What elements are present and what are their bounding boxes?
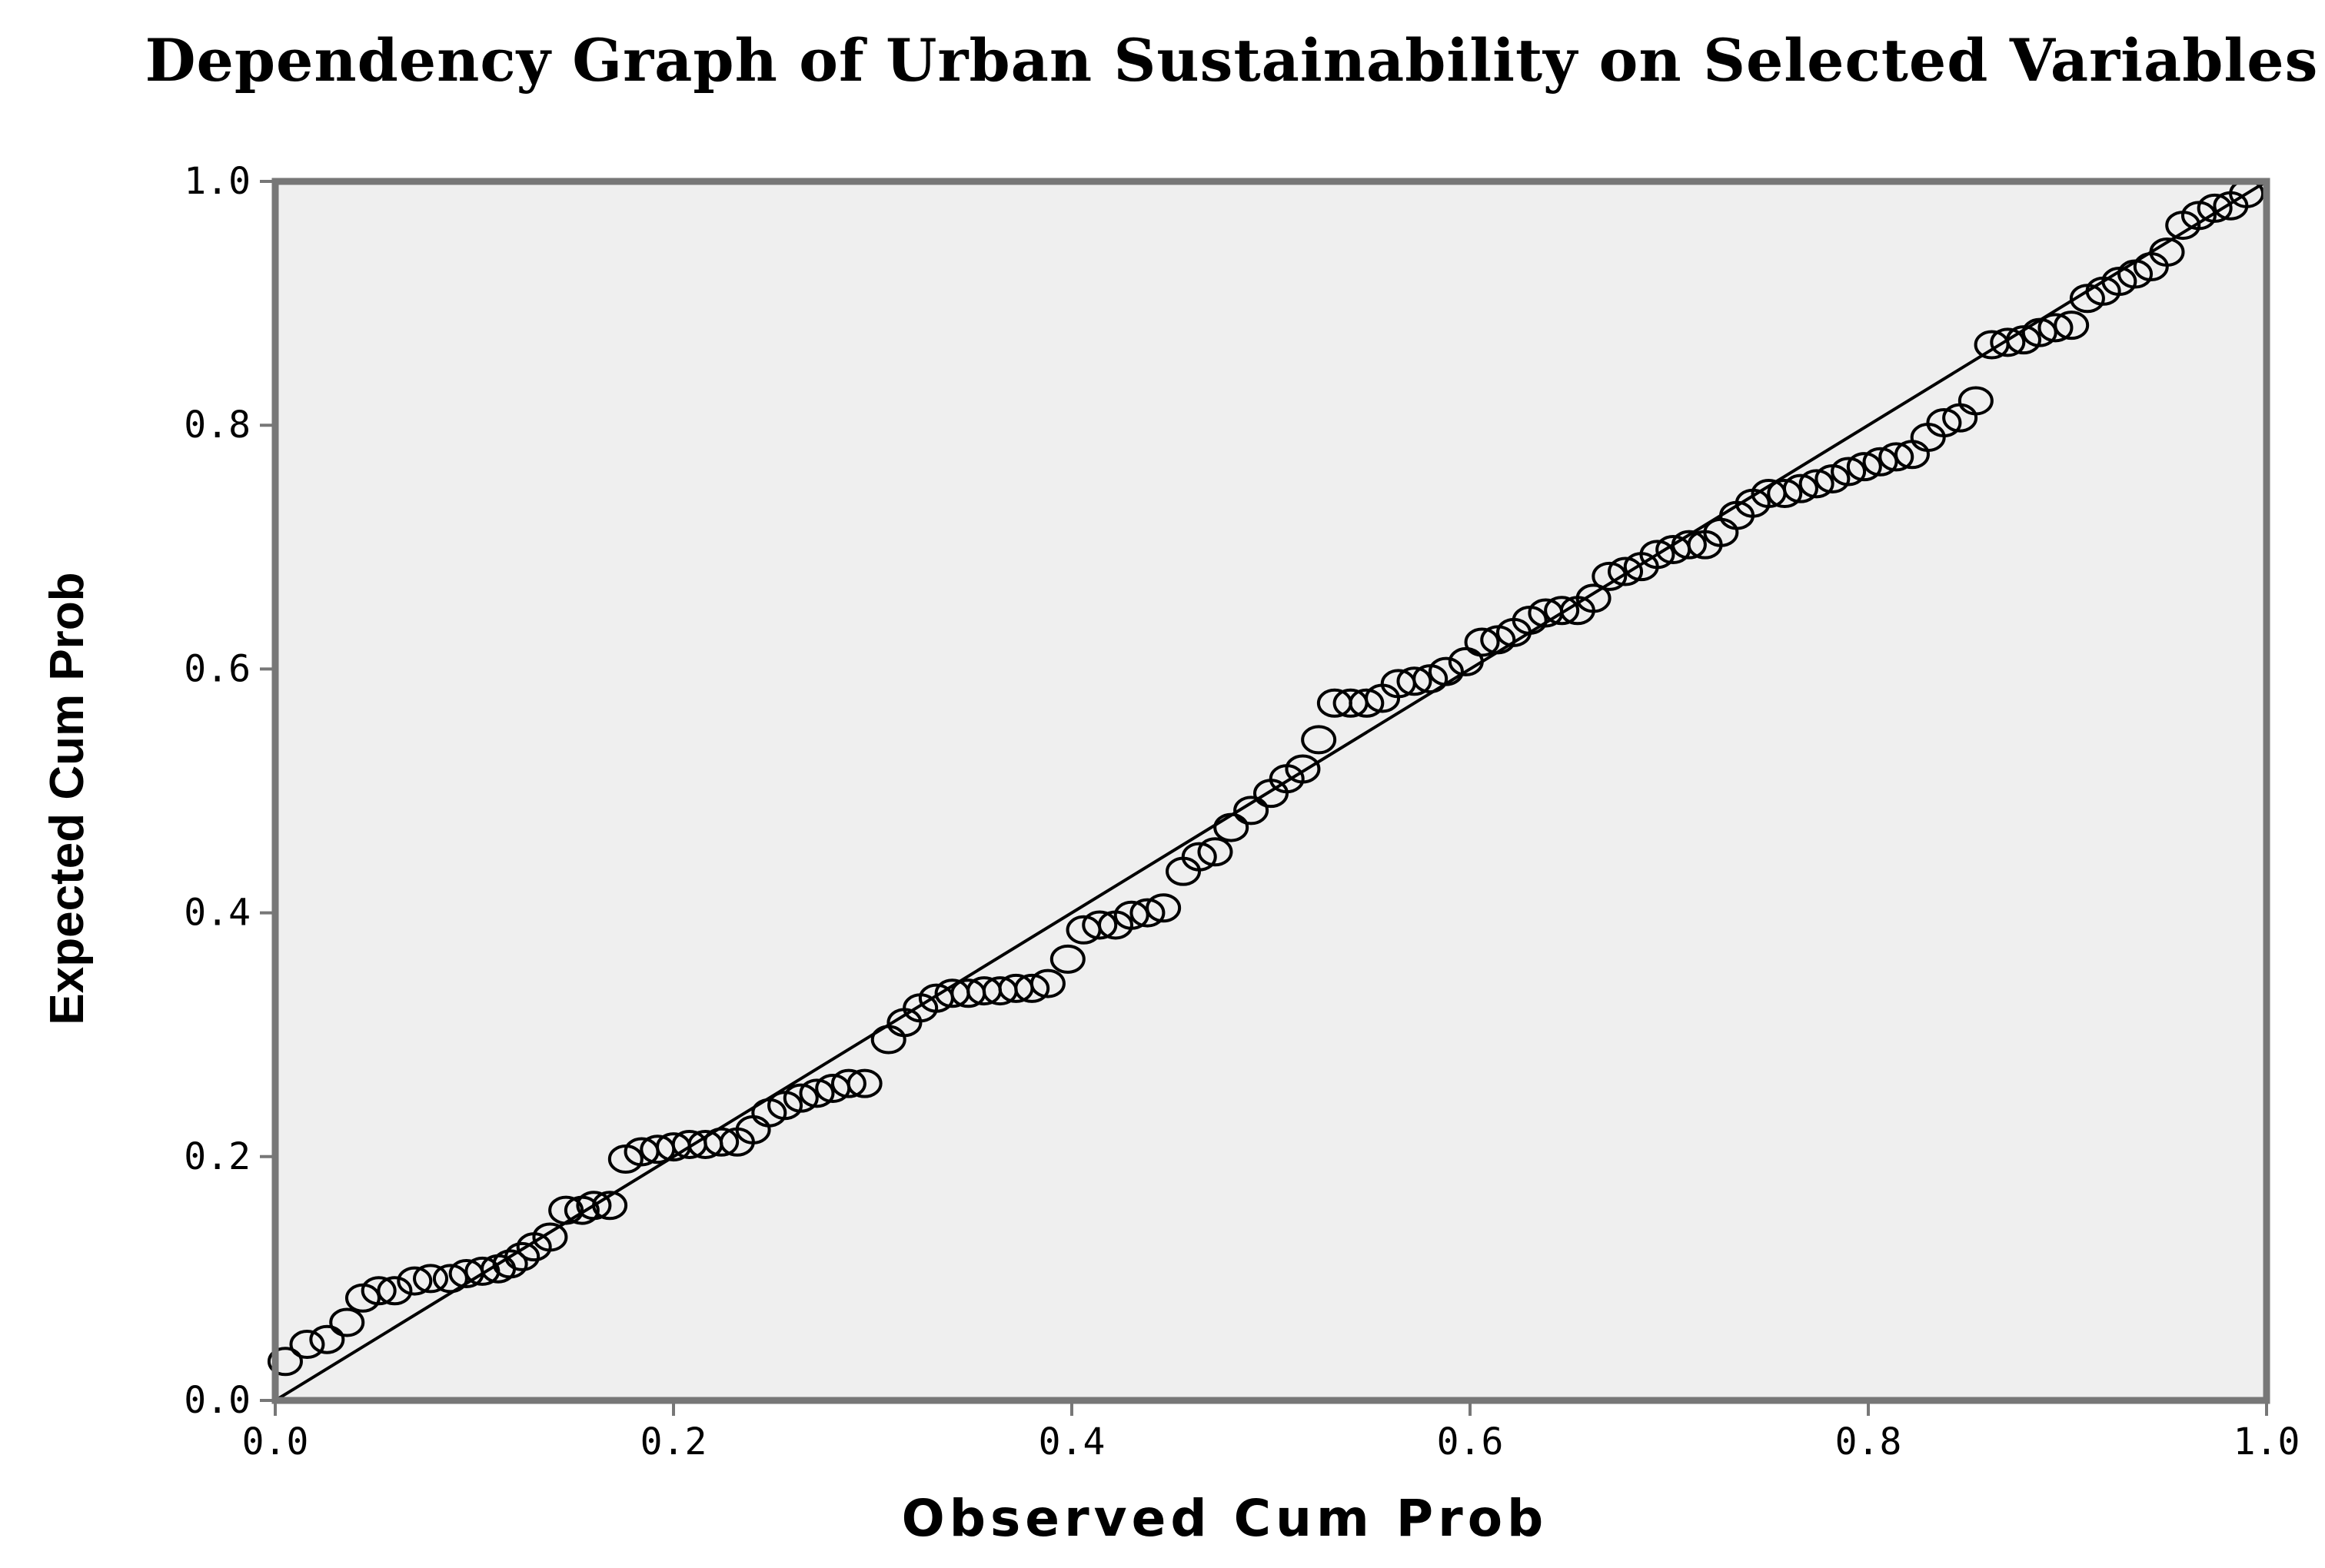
y-tick-label: 0.8 [184,404,251,447]
x-tick-label: 0.2 [640,1420,707,1463]
x-tick-label: 0.8 [1835,1420,1902,1463]
data-point [1926,408,1962,438]
data-point [309,1324,345,1354]
data-point [799,1078,835,1108]
data-point [1146,893,1182,923]
data-point [1782,473,1818,503]
data-point [267,1347,303,1377]
data-point [1831,457,1867,487]
data-point [1014,973,1050,1003]
data-point [492,1249,528,1279]
data-point [397,1266,433,1296]
y-axis-title: Expected Cum Prob [41,572,94,1025]
data-point [1575,583,1612,613]
data-point [361,1276,397,1306]
x-tick-label: 0.4 [1039,1420,1106,1463]
data-point [1767,479,1803,509]
x-tick-label: 0.6 [1437,1420,1504,1463]
y-tick-label: 0.2 [184,1135,251,1178]
data-point [2037,313,2074,343]
x-tick-label: 0.0 [242,1420,309,1463]
y-tick-label: 0.6 [184,647,251,690]
data-point [1082,910,1118,940]
data-point [413,1264,449,1294]
data-point [1544,596,1580,626]
data-point [2054,311,2090,341]
data-point [532,1222,568,1252]
data-point [830,1068,866,1098]
data-point [1862,447,1898,477]
data-point [2197,193,2233,223]
data-point [1878,442,1914,472]
data-point [847,1068,883,1098]
data-point [1301,725,1337,755]
data-point [1349,688,1385,718]
data-point [1197,837,1233,867]
data-point [576,1191,612,1221]
data-point [1464,627,1500,657]
data-point [1846,452,1882,482]
data-point [1396,666,1432,696]
data-point [1592,561,1628,591]
data-point [289,1330,325,1360]
data-point [1181,842,1217,872]
data-point [1639,540,1675,570]
x-axis-title: Observed Cum Prob [902,1489,1548,1548]
data-point [377,1276,413,1306]
data-point [1798,469,1834,499]
y-tick-label: 1.0 [184,160,251,203]
data-point [1285,754,1321,784]
x-tick-label: 1.0 [2234,1420,2300,1463]
data-point [1957,386,1994,416]
data-point [1029,968,1066,998]
data-point [504,1241,541,1271]
data-point [1233,796,1269,826]
plot-frame [271,178,2270,1404]
data-point [1113,900,1149,930]
data-point [1608,556,1644,586]
data-point [1990,327,2026,357]
reference-line [274,180,2268,1402]
data-point [1129,898,1166,928]
chart-title: Dependency Graph of Urban Sustainability… [145,26,2319,95]
data-point [1049,944,1086,974]
y-tick-label: 0.0 [184,1379,251,1422]
y-tick-label: 0.4 [184,892,251,935]
data-point [329,1307,365,1337]
data-point [783,1083,819,1113]
